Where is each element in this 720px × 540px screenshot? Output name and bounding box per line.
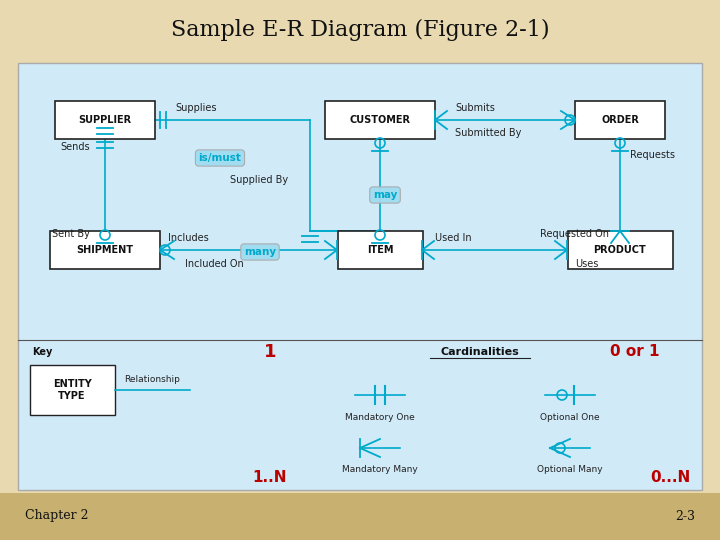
Bar <box>567 231 672 269</box>
Bar <box>338 231 423 269</box>
Text: Requests: Requests <box>630 150 675 160</box>
Text: Mandatory Many: Mandatory Many <box>342 465 418 475</box>
Text: 2-3: 2-3 <box>675 510 695 523</box>
Text: ITEM: ITEM <box>366 245 393 255</box>
Text: may: may <box>373 190 397 200</box>
Text: many: many <box>244 247 276 257</box>
Text: Submitted By: Submitted By <box>455 128 521 138</box>
Bar <box>575 101 665 139</box>
Text: Relationship: Relationship <box>124 375 180 384</box>
Text: Optional One: Optional One <box>540 413 600 422</box>
Text: Optional Many: Optional Many <box>537 465 603 475</box>
Text: 0 or 1: 0 or 1 <box>611 345 660 360</box>
Text: Cardinalities: Cardinalities <box>441 347 519 357</box>
Text: 0...N: 0...N <box>650 470 690 485</box>
Text: SUPPLIER: SUPPLIER <box>78 115 132 125</box>
Bar <box>0 0 720 58</box>
Text: Submits: Submits <box>455 103 495 113</box>
Text: CUSTOMER: CUSTOMER <box>349 115 410 125</box>
Text: ENTITY
TYPE: ENTITY TYPE <box>53 379 91 401</box>
Bar <box>325 101 435 139</box>
Text: Used In: Used In <box>435 233 472 243</box>
Text: ORDER: ORDER <box>601 115 639 125</box>
Text: Chapter 2: Chapter 2 <box>25 510 89 523</box>
Bar <box>0 493 720 540</box>
Bar <box>50 231 160 269</box>
Text: Sends: Sends <box>60 142 89 152</box>
Text: Supplied By: Supplied By <box>230 175 288 185</box>
Text: Sent By: Sent By <box>52 229 90 239</box>
Text: Key: Key <box>32 347 53 357</box>
Text: PRODUCT: PRODUCT <box>593 245 647 255</box>
Text: Sample E-R Diagram (Figure 2-1): Sample E-R Diagram (Figure 2-1) <box>171 19 549 41</box>
Text: 1: 1 <box>264 343 276 361</box>
Text: Uses: Uses <box>575 259 598 269</box>
Bar <box>18 63 702 490</box>
Text: is/must: is/must <box>199 153 241 163</box>
Text: SHIPMENT: SHIPMENT <box>76 245 133 255</box>
Bar <box>55 101 155 139</box>
Bar <box>30 365 115 415</box>
Text: Included On: Included On <box>185 259 244 269</box>
Text: Mandatory One: Mandatory One <box>345 413 415 422</box>
Text: Requested On: Requested On <box>540 229 609 239</box>
Text: 1..N: 1..N <box>253 470 287 485</box>
Text: Includes: Includes <box>168 233 209 243</box>
Text: Supplies: Supplies <box>175 103 217 113</box>
